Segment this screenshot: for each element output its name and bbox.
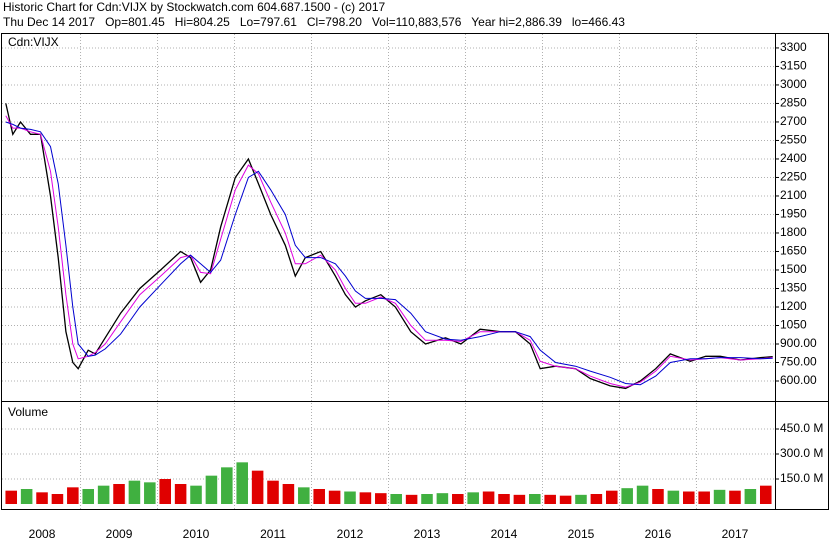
price-panel bbox=[1, 33, 829, 402]
volume-bar bbox=[729, 490, 741, 504]
x-tick-label: 2012 bbox=[337, 527, 364, 541]
y-tick-label: 1800 bbox=[780, 225, 807, 239]
volume-bar bbox=[36, 492, 48, 504]
volume-bar bbox=[313, 489, 325, 504]
x-tick-label: 2011 bbox=[260, 527, 286, 541]
y-tick-label: 2850 bbox=[780, 96, 807, 110]
volume-bar bbox=[359, 492, 372, 504]
x-tick-label: 2017 bbox=[722, 527, 749, 541]
volume-bar bbox=[328, 490, 341, 504]
y-tick-label: 1500 bbox=[780, 262, 807, 276]
volume-bar bbox=[744, 489, 757, 504]
volume-bar bbox=[236, 462, 248, 504]
marks: 600.00 750.00 900.00 1050 1200 1350 1500 1650 18… bbox=[2, 34, 823, 541]
volume-bar bbox=[159, 479, 171, 504]
volume-bar bbox=[759, 485, 772, 504]
volume-bar bbox=[575, 494, 587, 504]
volume-bar bbox=[344, 491, 356, 504]
price-panel-title: Cdn:VIJX bbox=[8, 35, 59, 49]
volume-bar bbox=[282, 484, 295, 504]
volume-bar bbox=[128, 480, 141, 504]
y-tick-label: 2100 bbox=[780, 188, 807, 202]
y-tick-label: 1350 bbox=[780, 281, 807, 295]
header-quote: Thu Dec 14 2017 Op=801.45 Hi=804.25 Lo=7… bbox=[3, 15, 625, 29]
volume-bar bbox=[513, 494, 526, 504]
x-tick-label: 2009 bbox=[106, 527, 133, 541]
volume-bar bbox=[67, 487, 79, 504]
volume-bar bbox=[174, 484, 187, 504]
y-tick-label: 1650 bbox=[780, 244, 807, 258]
volume-bar bbox=[267, 480, 279, 504]
volume-bar bbox=[190, 485, 202, 504]
volume-bar bbox=[682, 491, 695, 504]
price-line bbox=[5, 115, 773, 388]
volume-bar bbox=[713, 489, 726, 504]
volume-bar bbox=[529, 494, 541, 504]
volume-bar bbox=[498, 494, 510, 504]
volume-bar bbox=[544, 494, 556, 504]
volume-bar bbox=[20, 489, 33, 504]
volume-bar bbox=[652, 489, 664, 504]
volume-bar bbox=[452, 494, 464, 504]
volume-bar bbox=[5, 490, 18, 504]
x-tick-label: 2016 bbox=[645, 527, 672, 541]
volume-bar bbox=[621, 488, 633, 504]
volume-bar bbox=[298, 487, 310, 504]
volume-bar bbox=[698, 491, 710, 504]
volume-bar bbox=[606, 490, 618, 504]
x-tick-label: 2015 bbox=[568, 527, 595, 541]
y-tick-label: 750.00 bbox=[780, 355, 817, 369]
y-tick-label: 900.00 bbox=[780, 336, 817, 350]
volume-bar bbox=[559, 495, 572, 504]
volume-bar bbox=[405, 494, 418, 504]
volume-bar bbox=[482, 491, 495, 504]
volume-bar bbox=[436, 493, 449, 504]
volume-bar bbox=[636, 485, 649, 504]
y-tick-label: 1200 bbox=[780, 299, 807, 313]
volume-bar bbox=[421, 494, 433, 504]
x-tick-label: 2010 bbox=[183, 527, 210, 541]
y-tick-label: 300.0 M bbox=[780, 446, 823, 460]
header-title: Historic Chart for Cdn:VIJX by Stockwatc… bbox=[3, 0, 385, 14]
y-tick-label: 450.0 M bbox=[780, 421, 823, 435]
y-tick-label: 2250 bbox=[780, 170, 807, 184]
volume-bar bbox=[144, 482, 156, 504]
volume-bar bbox=[82, 489, 95, 504]
volume-bar bbox=[590, 494, 603, 504]
volume-bar bbox=[390, 494, 402, 504]
y-tick-label: 3300 bbox=[780, 40, 807, 54]
volume-bar bbox=[97, 485, 110, 504]
y-tick-label: 600.00 bbox=[780, 373, 817, 387]
volume-bar bbox=[205, 475, 218, 504]
y-tick-label: 1950 bbox=[780, 207, 807, 221]
x-tick-label: 2014 bbox=[491, 527, 518, 541]
y-tick-label: 2700 bbox=[780, 114, 807, 128]
volume-panel-title: Volume bbox=[8, 405, 48, 419]
y-tick-label: 2400 bbox=[780, 151, 807, 165]
y-tick-label: 2550 bbox=[780, 133, 807, 147]
price-line bbox=[5, 103, 773, 390]
volume-bar bbox=[251, 470, 264, 504]
price-line bbox=[5, 121, 773, 386]
x-tick-label: 2008 bbox=[29, 527, 56, 541]
volume-bar bbox=[51, 494, 64, 504]
volume-bar bbox=[467, 492, 479, 504]
volume-bar bbox=[113, 484, 125, 504]
volume-bar bbox=[221, 467, 233, 504]
volume-bar bbox=[667, 490, 680, 504]
x-tick-label: 2013 bbox=[414, 527, 441, 541]
y-tick-label: 3150 bbox=[780, 59, 807, 73]
volume-bar bbox=[375, 493, 387, 504]
y-tick-label: 1050 bbox=[780, 318, 807, 332]
y-tick-label: 150.0 M bbox=[780, 471, 823, 485]
y-tick-label: 3000 bbox=[780, 77, 807, 91]
